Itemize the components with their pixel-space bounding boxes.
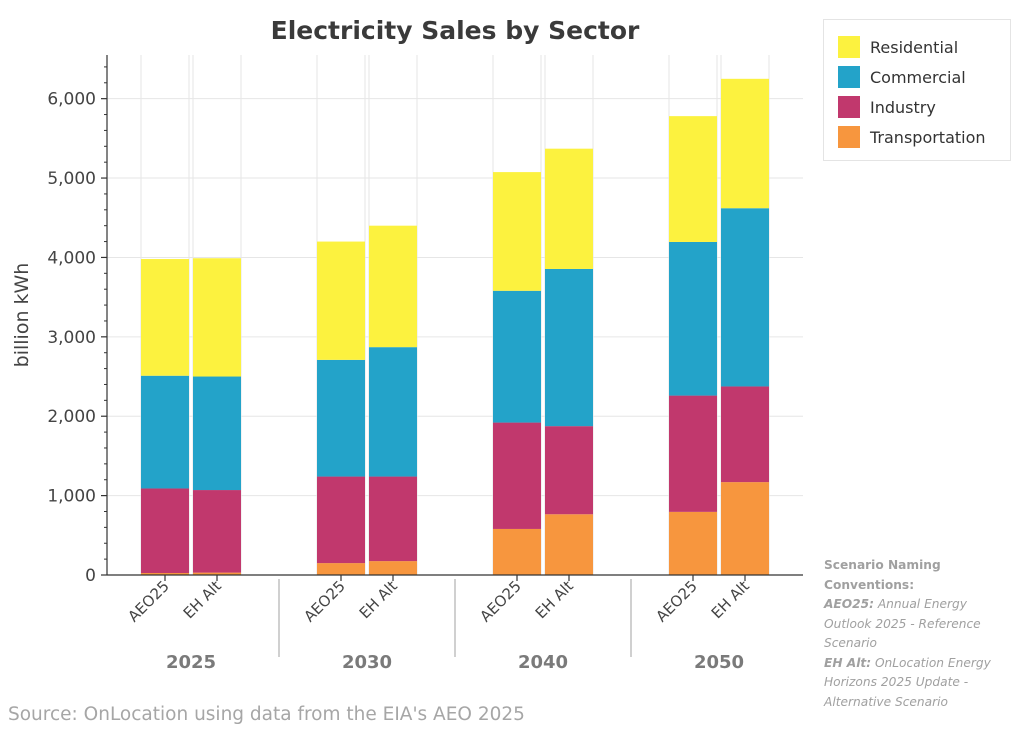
- bar-segment-industry: [669, 395, 717, 512]
- x-tick-label: AEO25: [124, 577, 173, 626]
- scenario-naming-note: Scenario Naming Conventions: AEO25: Annu…: [824, 556, 1014, 712]
- naming-note-header: Scenario Naming Conventions:: [824, 558, 941, 592]
- x-tick-label: AEO25: [300, 577, 349, 626]
- bar-segment-industry: [721, 386, 769, 483]
- bar-segment-industry: [317, 476, 365, 564]
- y-tick-label: 5,000: [47, 169, 96, 189]
- bar-segment-industry: [369, 476, 417, 562]
- group-label: 2040: [518, 652, 568, 673]
- bar-segment-commercial: [317, 359, 365, 477]
- legend-label: Residential: [870, 37, 959, 57]
- bar-segment-commercial: [141, 375, 189, 489]
- bar-segment-residential: [141, 259, 189, 376]
- bar-segment-residential: [369, 225, 417, 348]
- bar-segment-transportation: [369, 561, 417, 575]
- x-tick-label: EH Alt: [356, 577, 401, 622]
- bar-segment-transportation: [669, 511, 717, 575]
- bar-segment-industry: [493, 422, 541, 529]
- bar-segment-residential: [669, 116, 717, 242]
- legend-swatch: [838, 96, 860, 118]
- bar-segment-industry: [141, 488, 189, 574]
- bar-segment-residential: [493, 172, 541, 291]
- group-label: 2050: [694, 652, 744, 673]
- chart-title: Electricity Sales by Sector: [271, 16, 640, 45]
- bar-segment-transportation: [141, 573, 189, 575]
- bar-segment-transportation: [721, 482, 769, 575]
- legend-swatch: [838, 66, 860, 88]
- bar-segment-commercial: [721, 208, 769, 387]
- aeo-abbreviation: AEO25:: [824, 597, 874, 611]
- legend-item-transportation: Transportation: [838, 125, 986, 149]
- legend-item-residential: Residential: [838, 35, 958, 59]
- x-tick-label: EH Alt: [180, 577, 225, 622]
- bar-segment-industry: [545, 426, 593, 515]
- bar-segment-transportation: [317, 563, 365, 575]
- source-note: Source: OnLocation using data from the E…: [8, 704, 525, 725]
- y-tick-label: 0: [85, 566, 96, 586]
- bar-segment-transportation: [545, 514, 593, 575]
- bar-segment-industry: [193, 490, 241, 573]
- aeo-description: Annual Energy Outlook 2025 - Reference S…: [824, 597, 981, 650]
- legend: Residential Commercial Industry Transportat…: [823, 19, 1011, 161]
- x-tick-label: EH Alt: [708, 577, 753, 622]
- bar-segment-residential: [545, 148, 593, 269]
- x-tick-label: AEO25: [476, 577, 525, 626]
- y-tick-label: 2,000: [47, 407, 96, 427]
- y-tick-label: 1,000: [47, 487, 96, 507]
- y-axis-label: billion kWh: [11, 263, 33, 368]
- legend-swatch: [838, 36, 860, 58]
- legend-item-commercial: Commercial: [838, 65, 966, 89]
- legend-label: Industry: [870, 97, 936, 117]
- bar-segment-transportation: [493, 528, 541, 575]
- bar-segment-transportation: [193, 572, 241, 575]
- bar-segment-residential: [193, 258, 241, 377]
- bar-segment-commercial: [369, 347, 417, 477]
- group-label: 2030: [342, 652, 392, 673]
- group-label: 2025: [166, 652, 216, 673]
- y-tick-label: 6,000: [47, 90, 96, 110]
- naming-note-eh: EH Alt: OnLocation Energy Horizons 2025 …: [824, 654, 1014, 713]
- bar-segment-residential: [721, 78, 769, 209]
- legend-label: Commercial: [870, 67, 966, 87]
- x-tick-label: EH Alt: [532, 577, 577, 622]
- eh-abbreviation: EH Alt:: [824, 655, 872, 670]
- bar-segment-commercial: [493, 290, 541, 423]
- y-tick-label: 3,000: [47, 328, 96, 348]
- naming-note-aeo: AEO25: Annual Energy Outlook 2025 - Refe…: [824, 595, 1014, 654]
- legend-swatch: [838, 126, 860, 148]
- bar-segment-commercial: [669, 241, 717, 396]
- bar-stacks: [141, 78, 769, 575]
- eh-description: OnLocation Energy Horizons 2025 Update -…: [824, 655, 991, 709]
- bar-segment-residential: [317, 241, 365, 360]
- x-tick-label: AEO25: [652, 577, 701, 626]
- legend-label: Transportation: [870, 127, 986, 147]
- bar-segment-commercial: [193, 376, 241, 491]
- y-tick-label: 4,000: [47, 248, 96, 268]
- legend-item-industry: Industry: [838, 95, 936, 119]
- bar-segment-commercial: [545, 268, 593, 427]
